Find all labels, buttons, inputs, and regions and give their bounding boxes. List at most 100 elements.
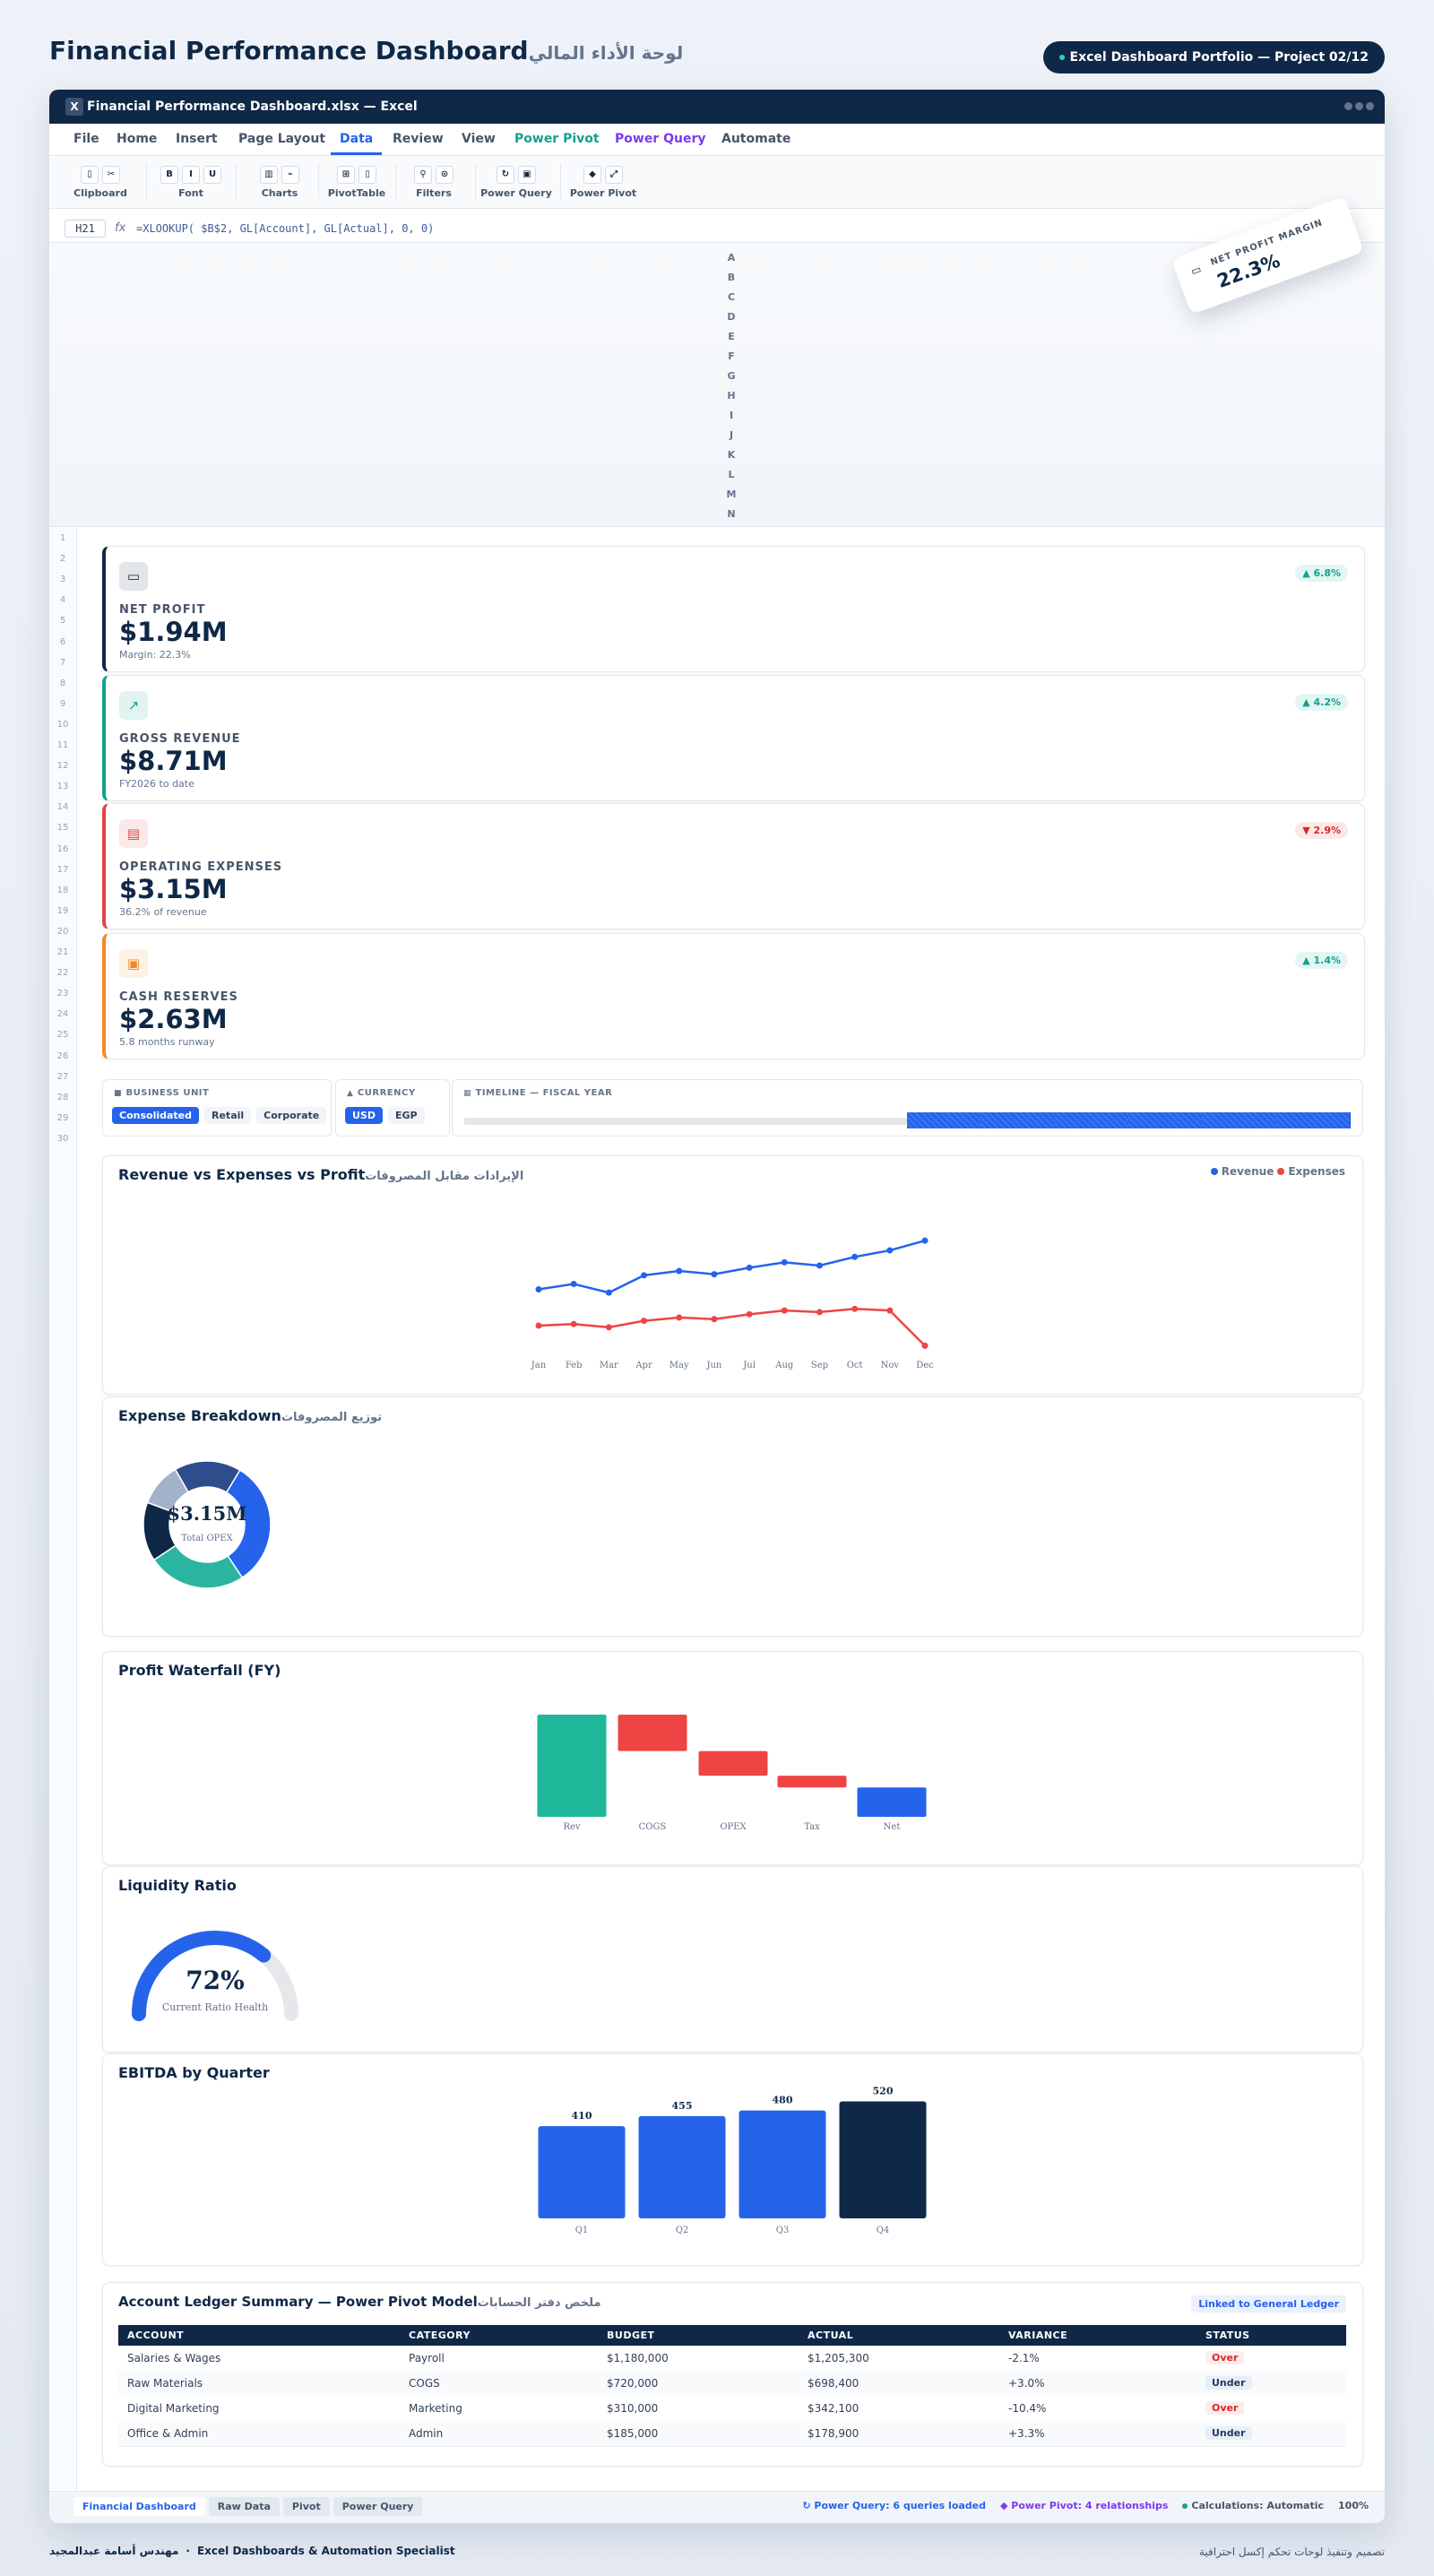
row-number: 27 <box>56 1071 69 1082</box>
slicer-icon: ■ <box>114 1088 122 1098</box>
ribbon-tab[interactable]: File <box>73 132 99 146</box>
row-number: 19 <box>56 905 69 916</box>
table-row <box>118 2346 1346 2372</box>
table-header-cell: CATEGORY <box>409 2330 471 2341</box>
slicer-option[interactable]: Consolidated <box>112 1107 199 1124</box>
status-chip: Over <box>1205 2401 1245 2415</box>
timeline-period[interactable] <box>1054 1112 1129 1128</box>
slicer-option[interactable]: Corporate <box>256 1107 327 1124</box>
fx-label: fx <box>115 221 126 235</box>
timeline-period[interactable] <box>1202 1112 1277 1128</box>
table-header-cell: BUDGET <box>607 2330 655 2341</box>
table-cell: Salaries & Wages <box>127 2352 221 2364</box>
ribbon-button[interactable]: ▯ <box>81 166 99 184</box>
ribbon-button[interactable]: ⌁ <box>281 166 299 184</box>
kpi-change: ▲ 6.8% <box>1295 565 1348 582</box>
kpi-note: 5.8 months runway <box>119 1036 215 1048</box>
kpi-change: ▼ 2.9% <box>1295 822 1348 839</box>
cell-reference[interactable]: H21 <box>65 220 106 238</box>
ribbon-tab[interactable]: Page Layout <box>238 132 326 146</box>
chart-card: EBITDA by Quarter <box>102 2053 1363 2266</box>
table-cell: COGS <box>409 2377 440 2390</box>
timeline-period[interactable] <box>1275 1112 1351 1128</box>
chart-subtitle: الإيرادات مقابل المصروفات <box>365 1170 524 1183</box>
ribbon-button[interactable]: ⚲ <box>414 166 432 184</box>
timeline-period[interactable] <box>907 1112 982 1128</box>
ribbon-tab[interactable]: Power Query <box>615 132 706 146</box>
window-control[interactable] <box>1366 102 1374 110</box>
ribbon-separator <box>318 163 319 199</box>
kpi-note: FY2026 to date <box>119 778 194 790</box>
ribbon-tab[interactable]: Automate <box>721 132 791 146</box>
timeline-period[interactable] <box>611 1118 686 1125</box>
timeline-period[interactable] <box>833 1118 907 1125</box>
window-control[interactable] <box>1344 102 1352 110</box>
kpi-label: GROSS REVENUE <box>119 732 241 746</box>
row-number: 20 <box>56 926 69 937</box>
sheet-tab[interactable]: Power Query <box>333 2497 423 2516</box>
ribbon-separator <box>145 163 147 199</box>
row-number: 23 <box>56 989 69 999</box>
timeline-period[interactable] <box>980 1112 1056 1128</box>
ribbon-button[interactable]: ⊙ <box>436 166 454 184</box>
legend-label: Expenses <box>1288 1165 1345 1178</box>
ribbon-tab[interactable]: Review <box>393 132 444 146</box>
ribbon-tab[interactable]: View <box>462 132 496 146</box>
window-title: Financial Performance Dashboard.xlsx — E… <box>87 99 418 114</box>
column-header: N <box>727 508 736 520</box>
table-cell: $342,100 <box>808 2402 860 2415</box>
ribbon-button[interactable]: ▯ <box>358 166 376 184</box>
calc-dot <box>1182 2503 1188 2509</box>
status-chip: Under <box>1205 2426 1252 2440</box>
ribbon-button[interactable]: I <box>182 166 200 184</box>
timeline-period[interactable] <box>1128 1112 1204 1128</box>
column-header: J <box>729 429 734 441</box>
slicer-option[interactable]: USD <box>345 1107 383 1124</box>
kpi-card: ▭ NET PROFIT $1.94M Margin: 22.3% ▲ 6.8% <box>102 546 1365 672</box>
ribbon-button[interactable]: ▣ <box>518 166 536 184</box>
chart-card: Liquidity Ratio <box>102 1866 1363 2053</box>
kpi-change: ▲ 4.2% <box>1295 694 1348 711</box>
kpi-value: $2.63M <box>119 1004 228 1034</box>
sheet-tab[interactable]: Raw Data <box>208 2497 280 2516</box>
ribbon-tab[interactable]: Home <box>117 132 158 146</box>
slicer-option[interactable]: EGP <box>388 1107 425 1124</box>
timeline-period[interactable] <box>538 1118 612 1125</box>
chart-title: Revenue vs Expenses vs Profit <box>118 1166 366 1183</box>
ribbon-button[interactable]: ⤢ <box>605 166 623 184</box>
row-number: 1 <box>59 533 66 543</box>
timeline-period[interactable] <box>464 1118 539 1125</box>
ribbon-group-label: PivotTable <box>327 187 386 199</box>
ribbon-tab[interactable]: Power Pivot <box>514 132 600 146</box>
ribbon-button[interactable]: U <box>203 166 221 184</box>
ribbon-group-label: Charts <box>261 187 298 199</box>
float-icon: ▭ <box>1188 262 1204 278</box>
timeline-period[interactable] <box>759 1118 834 1125</box>
ribbon-button[interactable]: ↻ <box>497 166 514 184</box>
ribbon-tab[interactable]: Data <box>331 125 383 155</box>
ribbon-group-label: Filters <box>416 187 452 199</box>
dashboard-subtitle: لوحة الأداء المالي <box>528 42 684 64</box>
slicer-option[interactable]: Retail <box>204 1107 252 1124</box>
row-number: 5 <box>59 616 66 627</box>
ribbon-button[interactable]: ▥ <box>260 166 278 184</box>
window-control[interactable] <box>1355 102 1363 110</box>
sheet-tab[interactable]: Pivot <box>282 2497 330 2516</box>
timeline-period[interactable] <box>686 1118 760 1125</box>
sheet-tab[interactable]: Financial Dashboard <box>73 2497 205 2516</box>
ribbon-group-label: Font <box>178 187 203 199</box>
ribbon-button[interactable]: B <box>160 166 178 184</box>
power-query-status: ↻ Power Query: 6 queries loaded <box>802 2500 987 2511</box>
row-number: 24 <box>56 1009 69 1020</box>
ribbon-button[interactable]: ⊞ <box>337 166 355 184</box>
formula-text[interactable]: =XLOOKUP( $B$2, GL[Account], GL[Actual],… <box>136 222 435 235</box>
slicer-title-row: ■ BUSINESS UNIT <box>114 1088 209 1098</box>
row-number: 14 <box>56 802 69 813</box>
ribbon-tab[interactable]: Insert <box>176 132 218 146</box>
table-cell: $1,205,300 <box>808 2352 869 2364</box>
zoom-level: 100% <box>1338 2500 1369 2511</box>
ribbon-button[interactable]: ✂ <box>102 166 120 184</box>
ribbon-button[interactable]: ◆ <box>583 166 601 184</box>
kpi-label: CASH RESERVES <box>119 990 238 1004</box>
footer-author: مهندس أسامة عبدالمجيد <box>49 2545 179 2557</box>
